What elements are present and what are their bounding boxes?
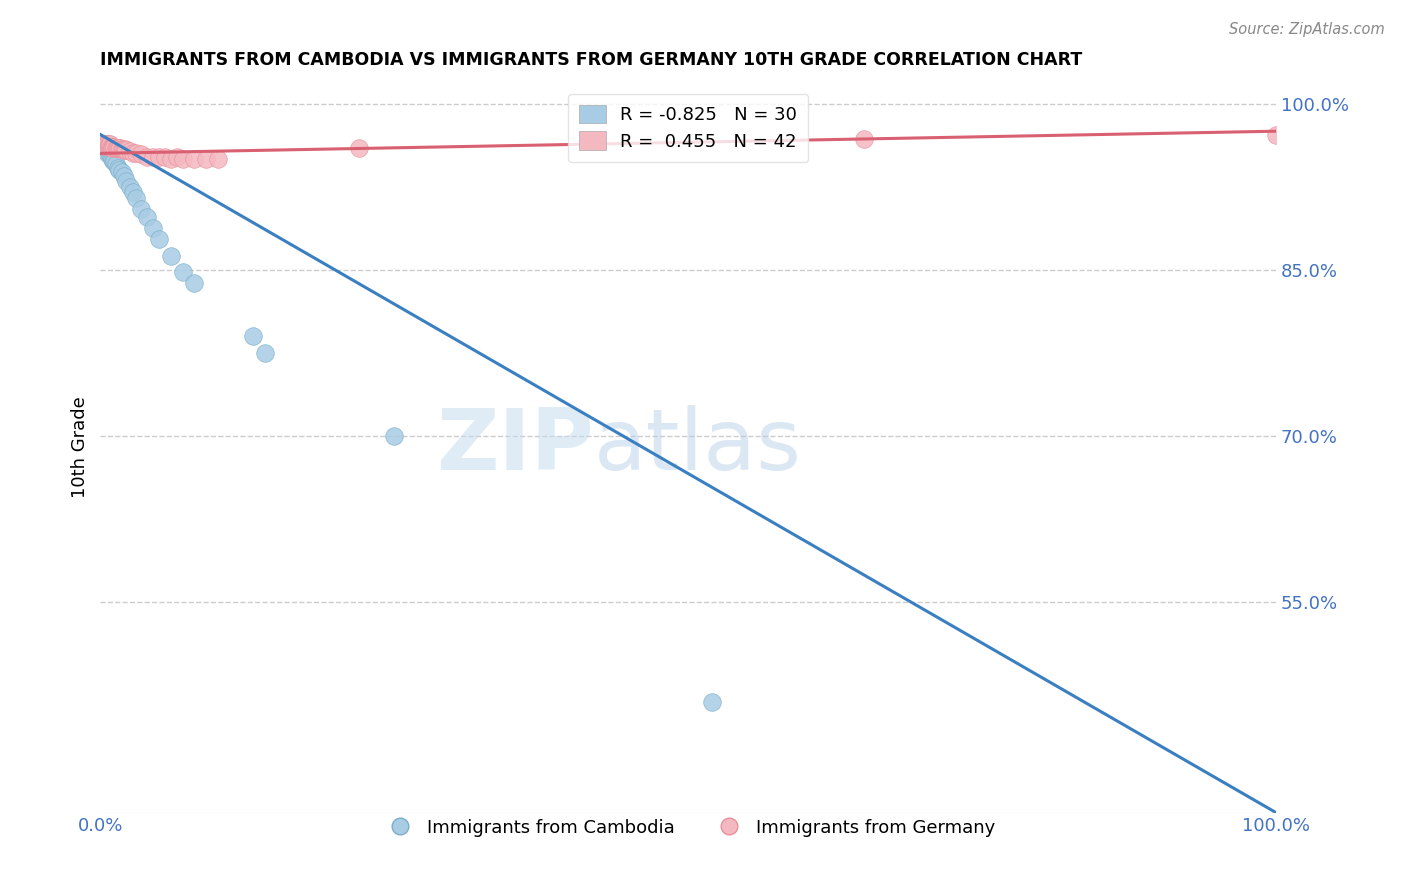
Legend: Immigrants from Cambodia, Immigrants from Germany: Immigrants from Cambodia, Immigrants fro…	[374, 812, 1002, 844]
Point	[104, 141, 127, 155]
Point	[142, 150, 165, 164]
Point	[110, 141, 132, 155]
Point	[136, 210, 159, 224]
Point	[100, 139, 122, 153]
Point	[103, 154, 125, 169]
Point	[183, 276, 205, 290]
Point	[148, 150, 170, 164]
Point	[122, 185, 145, 199]
Point	[142, 220, 165, 235]
Point	[1265, 128, 1288, 142]
Point	[97, 146, 120, 161]
Point	[98, 137, 121, 152]
Point	[101, 139, 124, 153]
Point	[107, 161, 129, 175]
Text: Source: ZipAtlas.com: Source: ZipAtlas.com	[1229, 22, 1385, 37]
Point	[96, 137, 118, 152]
Point	[172, 152, 194, 166]
Point	[148, 232, 170, 246]
Point	[104, 157, 127, 171]
Point	[347, 141, 370, 155]
Point	[103, 154, 125, 169]
Point	[98, 139, 121, 153]
Point	[118, 144, 141, 158]
Point	[112, 143, 135, 157]
Point	[136, 150, 159, 164]
Text: ZIP: ZIP	[436, 406, 595, 489]
Point	[110, 165, 132, 179]
Point	[110, 142, 132, 156]
Point	[253, 346, 276, 360]
Point	[195, 152, 218, 166]
Point	[96, 137, 118, 152]
Point	[98, 143, 121, 157]
Point	[160, 249, 183, 263]
Point	[101, 141, 124, 155]
Point	[96, 138, 118, 153]
Point	[97, 137, 120, 152]
Point	[160, 152, 183, 166]
Point	[115, 174, 138, 188]
Point	[118, 179, 141, 194]
Point	[96, 146, 118, 161]
Point	[93, 137, 115, 152]
Point	[96, 138, 118, 153]
Point	[853, 132, 876, 146]
Point	[97, 138, 120, 153]
Point	[166, 150, 188, 164]
Point	[131, 147, 153, 161]
Point	[108, 141, 131, 155]
Point	[103, 139, 125, 153]
Point	[103, 139, 125, 153]
Point	[153, 150, 176, 164]
Point	[183, 152, 205, 166]
Point	[108, 163, 131, 178]
Point	[114, 142, 136, 156]
Point	[242, 329, 264, 343]
Y-axis label: 10th Grade: 10th Grade	[72, 396, 89, 498]
Text: atlas: atlas	[595, 406, 801, 489]
Point	[107, 141, 129, 155]
Text: IMMIGRANTS FROM CAMBODIA VS IMMIGRANTS FROM GERMANY 10TH GRADE CORRELATION CHART: IMMIGRANTS FROM CAMBODIA VS IMMIGRANTS F…	[100, 51, 1083, 69]
Point	[382, 429, 405, 443]
Point	[112, 169, 135, 183]
Point	[100, 150, 122, 164]
Point	[115, 143, 138, 157]
Point	[101, 152, 124, 166]
Point	[172, 265, 194, 279]
Point	[94, 141, 117, 155]
Point	[93, 138, 115, 153]
Point	[105, 141, 128, 155]
Point	[94, 137, 117, 152]
Point	[124, 191, 146, 205]
Point	[96, 141, 118, 155]
Point	[700, 695, 723, 709]
Point	[207, 152, 229, 166]
Point	[124, 146, 146, 161]
Point	[122, 146, 145, 161]
Point	[111, 142, 134, 156]
Point	[131, 202, 153, 216]
